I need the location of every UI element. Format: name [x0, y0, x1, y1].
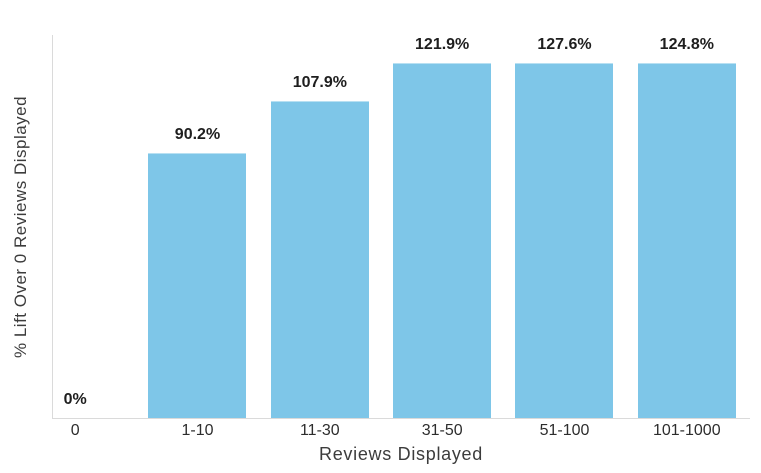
x-tick-label: 1-10	[181, 422, 214, 439]
bar-value-label: 124.8%	[659, 36, 714, 53]
bar-value-label: 90.2%	[174, 126, 221, 144]
x-tick-label: 0	[70, 422, 80, 439]
y-axis-line	[52, 35, 53, 419]
bar-slot: 0%	[14, 35, 136, 418]
x-tick-label: 11-30	[299, 422, 340, 439]
x-axis-line	[52, 418, 750, 419]
bar-value-label: 0%	[63, 391, 87, 408]
bar-slot: 107.9%	[259, 35, 381, 418]
bar	[393, 63, 492, 418]
x-axis-ticks: 0 1-10 11-30 31-50 51-100 101-1000	[14, 422, 748, 440]
x-tick-label: 31-50	[421, 422, 463, 439]
bar-value-label: 127.6%	[537, 36, 592, 53]
x-axis-title: Reviews Displayed	[319, 444, 483, 464]
bar-slot: 127.6%	[503, 35, 625, 418]
bar-slot: 121.9%	[381, 35, 503, 418]
x-tick-label: 101-1000	[652, 422, 721, 439]
bar	[148, 153, 247, 418]
bar	[637, 63, 736, 418]
bar	[270, 101, 369, 418]
bar-slot: 90.2%	[136, 35, 258, 418]
plot-area: 0% 90.2% 107.9% 121.9% 127.6% 124.8%	[14, 35, 748, 418]
bar	[515, 63, 614, 418]
bar-value-label: 121.9%	[415, 36, 470, 53]
bar-slot: 124.8%	[626, 35, 748, 418]
bar-value-label: 107.9%	[292, 74, 347, 92]
x-tick-label: 51-100	[539, 422, 590, 439]
